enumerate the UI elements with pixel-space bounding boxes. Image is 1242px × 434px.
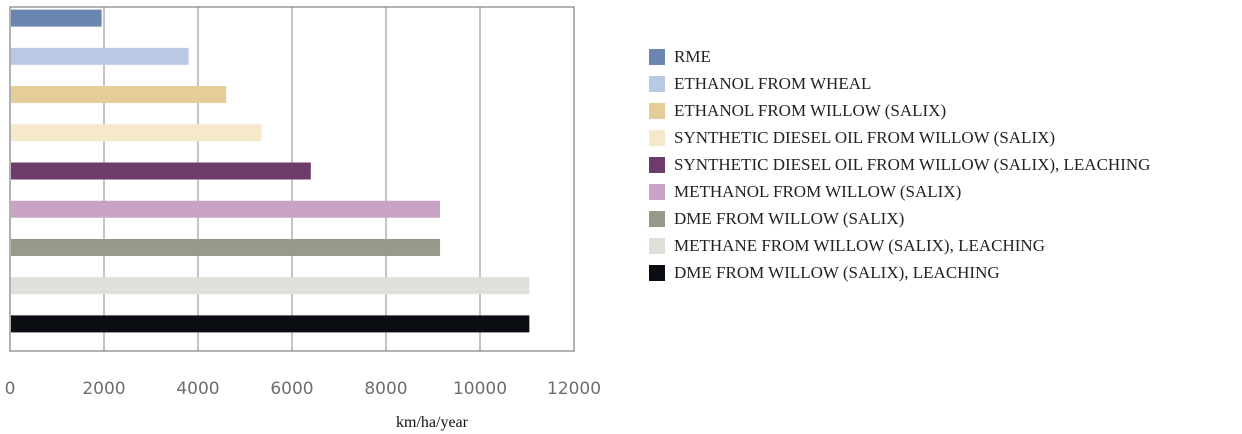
bar-2 <box>11 47 189 65</box>
legend-label: ETHANOL FROM WHEAL <box>674 74 872 93</box>
bar-chart: 0 2000 4000 6000 8000 10000 12000 km/ha/year <box>5 6 601 431</box>
bar-4 <box>11 124 262 142</box>
bar-5 <box>11 162 311 180</box>
legend-swatch <box>649 265 665 281</box>
x-tick-label: 0 <box>5 379 16 399</box>
bar-9 <box>11 315 530 333</box>
bar-7 <box>11 238 441 256</box>
legend-item: ETHANOL FROM WHEAL <box>645 74 1240 101</box>
legend-item: RME <box>645 47 1240 74</box>
x-tick-label: 6000 <box>270 379 313 399</box>
bars <box>11 9 530 333</box>
legend-swatch <box>649 157 665 173</box>
legend-swatch <box>649 211 665 227</box>
legend-item: ETHANOL FROM WILLOW (SALIX) <box>645 101 1240 128</box>
x-axis-title: km/ha/year <box>396 414 469 431</box>
legend-swatch <box>649 130 665 146</box>
legend-label: METHANE FROM WILLOW (SALIX), LEACHING <box>674 236 1045 255</box>
legend-item: SYNTHETIC DIESEL OIL FROM WILLOW (SALIX) <box>645 128 1240 155</box>
legend-item: METHANOL FROM WILLOW (SALIX) <box>645 182 1240 209</box>
x-tick-label: 10000 <box>453 379 507 399</box>
legend-label: METHANOL FROM WILLOW (SALIX) <box>674 182 962 201</box>
x-tick-label: 2000 <box>82 379 125 399</box>
legend-label: SYNTHETIC DIESEL OIL FROM WILLOW (SALIX) <box>674 128 1056 147</box>
legend-item: DME FROM WILLOW (SALIX), LEACHING <box>645 263 1240 290</box>
x-tick-label: 8000 <box>364 379 407 399</box>
bar-1 <box>11 9 102 27</box>
x-tick-label: 4000 <box>176 379 219 399</box>
legend-item: SYNTHETIC DIESEL OIL FROM WILLOW (SALIX)… <box>645 155 1240 182</box>
legend-label: SYNTHETIC DIESEL OIL FROM WILLOW (SALIX)… <box>674 155 1151 174</box>
bar-6 <box>11 200 441 218</box>
legend-label: DME FROM WILLOW (SALIX) <box>674 209 905 228</box>
legend-label: DME FROM WILLOW (SALIX), LEACHING <box>674 263 1000 282</box>
legend-swatch <box>649 184 665 200</box>
legend: RME ETHANOL FROM WHEAL ETHANOL FROM WILLOW… <box>645 47 1240 290</box>
bar-3 <box>11 86 227 104</box>
legend-item: DME FROM WILLOW (SALIX) <box>645 209 1240 236</box>
x-tick-label: 12000 <box>547 379 601 399</box>
legend-label: ETHANOL FROM WILLOW (SALIX) <box>674 101 947 120</box>
legend-swatch <box>649 103 665 119</box>
plot-frame <box>9 6 575 352</box>
legend-label: RME <box>674 47 711 66</box>
legend-item: METHANE FROM WILLOW (SALIX), LEACHING <box>645 236 1240 263</box>
legend-swatch <box>649 76 665 92</box>
bar-8 <box>11 277 530 295</box>
x-tick-labels: 0 2000 4000 6000 8000 10000 12000 <box>5 379 601 399</box>
legend-swatch <box>649 49 665 65</box>
legend-swatch <box>649 238 665 254</box>
